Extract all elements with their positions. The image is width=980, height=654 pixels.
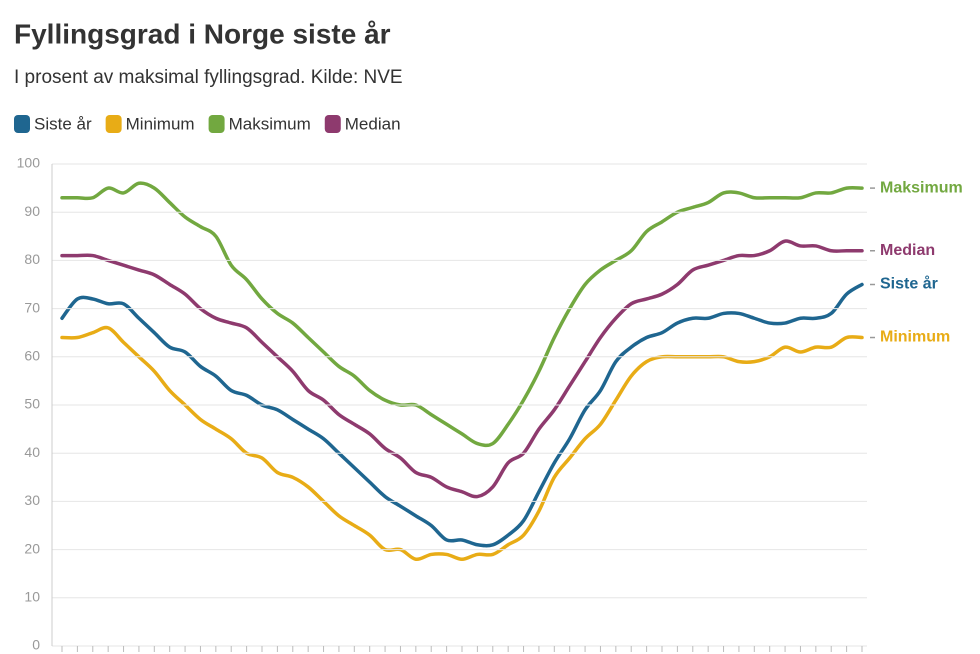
chart-title: Fyllingsgrad i Norge siste år <box>14 18 391 49</box>
y-tick-label: 40 <box>24 444 40 460</box>
series-line <box>60 282 864 548</box>
y-tick-label: 60 <box>24 348 40 364</box>
legend-swatch <box>105 115 122 133</box>
legend-swatch <box>208 115 225 133</box>
y-tick-label: 30 <box>24 492 40 508</box>
end-label: Maksimum <box>880 179 963 196</box>
legend: Siste år Minimum Maksimum Median <box>14 114 401 133</box>
y-tick-label: 80 <box>24 251 40 267</box>
series-line <box>60 325 864 562</box>
y-tick-label: 0 <box>32 637 40 653</box>
series-line <box>60 181 864 448</box>
y-tick-label: 90 <box>24 203 40 219</box>
legend-swatch <box>324 115 341 133</box>
y-tick-label: 10 <box>24 589 40 605</box>
legend-swatch <box>14 115 30 133</box>
end-label: Siste år <box>880 275 938 293</box>
legend-label: Minimum <box>126 114 195 133</box>
plot-area: Siste år Minimum Maksimum Median <box>60 179 963 562</box>
series-line <box>60 239 864 499</box>
legend-label: Siste år <box>34 114 92 133</box>
y-tick-label: 50 <box>24 396 40 412</box>
end-label: Minimum <box>880 329 950 346</box>
y-tick-label: 20 <box>24 540 40 556</box>
legend-label: Maksimum <box>229 114 311 133</box>
end-label: Median <box>880 242 935 259</box>
chart-subtitle: I prosent av maksimal fyllingsgrad. Kild… <box>14 67 403 88</box>
y-tick-label: 100 <box>17 155 41 171</box>
y-tick-label: 70 <box>24 299 40 315</box>
legend-label: Median <box>345 114 401 133</box>
